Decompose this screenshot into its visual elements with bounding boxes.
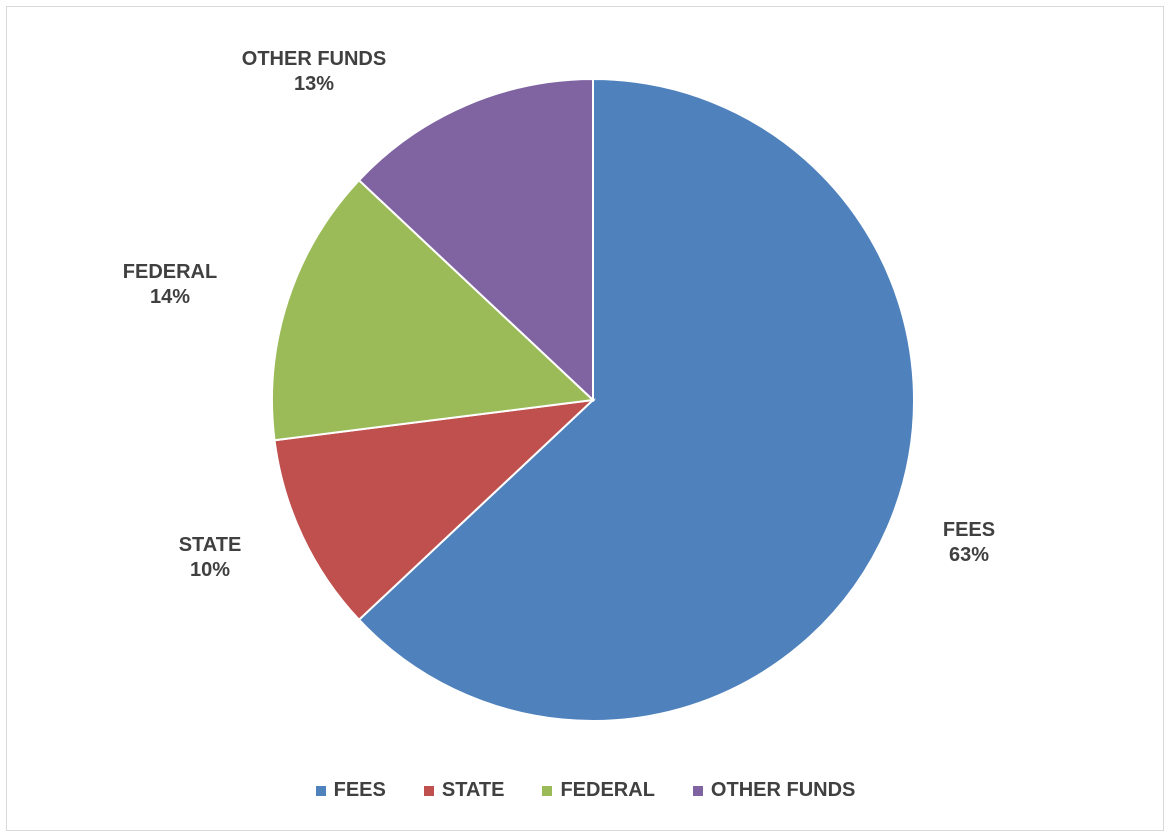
- data-label-category: STATE: [179, 534, 242, 556]
- data-label-fees: FEES 63%: [943, 519, 995, 566]
- data-label-other-funds: OTHER FUNDS 13%: [242, 48, 386, 95]
- legend-swatch-fees: [315, 785, 326, 796]
- data-label-percent: 63%: [949, 544, 989, 566]
- data-label-category: OTHER FUNDS: [242, 48, 386, 70]
- data-label-federal: FEDERAL 14%: [123, 261, 217, 308]
- legend-swatch-other-funds: [692, 785, 703, 796]
- pie-slice-fees: [357, 77, 915, 722]
- pie-slices: [271, 77, 915, 722]
- pie-slice-federal: [271, 178, 596, 442]
- data-label-category: FEES: [943, 519, 995, 541]
- legend-item-federal: FEDERAL: [542, 779, 655, 802]
- legend-swatch-federal: [542, 785, 553, 796]
- data-label-category: FEDERAL: [123, 261, 217, 283]
- legend: FEES STATE FEDERAL OTHER FUNDS: [0, 779, 1171, 802]
- slice-labels: FEES 63% STATE 10% FEDERAL 14% OTHER FUNDS 13%: [123, 48, 995, 581]
- data-label-percent: 10%: [190, 559, 230, 581]
- legend-label-other-funds: OTHER FUNDS: [710, 779, 856, 801]
- pie-slice-state: [273, 398, 596, 622]
- legend-label-federal: FEDERAL: [560, 779, 655, 801]
- legend-label-state: STATE: [441, 779, 505, 801]
- legend-item-state: STATE: [423, 779, 505, 802]
- data-label-percent: 14%: [150, 286, 190, 308]
- legend-item-fees: FEES: [315, 779, 386, 802]
- legend-item-other-funds: OTHER FUNDS: [692, 779, 856, 802]
- pie-slice-other-funds: [357, 77, 594, 403]
- data-label-percent: 13%: [294, 73, 334, 95]
- data-label-state: STATE 10%: [179, 534, 242, 581]
- legend-label-fees: FEES: [333, 779, 386, 801]
- legend-swatch-state: [423, 785, 434, 796]
